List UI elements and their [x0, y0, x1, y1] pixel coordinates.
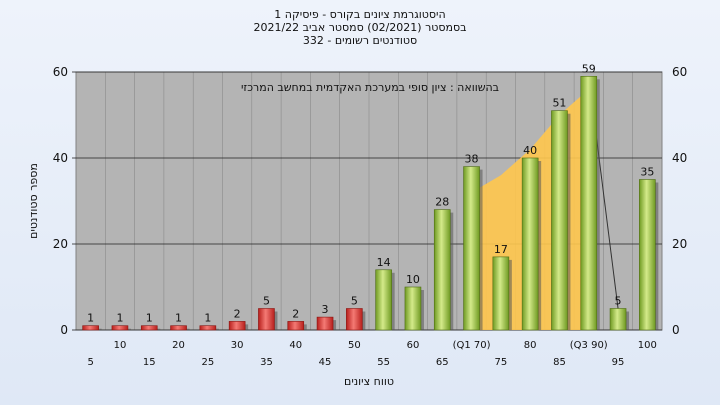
x-category-label: 25 — [201, 357, 214, 368]
chart-title: היסטוגרמת ציונים בקורס - פיסיקה 1 — [274, 8, 446, 21]
bar-value-label: 3 — [322, 303, 329, 316]
x-category-label: 50 — [348, 340, 361, 351]
bar-value-label: 5 — [615, 295, 622, 308]
bar — [404, 286, 422, 331]
x-category-label: 100 — [638, 340, 657, 351]
x-category-label: 45 — [319, 357, 332, 368]
x-category-label: 75 — [494, 357, 507, 368]
bar-value-label: 38 — [465, 153, 479, 166]
bar-value-label: 35 — [640, 166, 654, 179]
bar — [609, 308, 627, 331]
x-category-label: 10 — [114, 340, 127, 351]
bar — [463, 166, 480, 331]
x-category-label: 35 — [260, 357, 273, 368]
bar-value-label: 51 — [552, 97, 566, 110]
grid-lines — [75, 71, 663, 331]
chart-subtitle-students: סטודנטים רשומים - 332 — [302, 34, 418, 47]
bar-value-label: 10 — [406, 273, 420, 286]
bar — [433, 209, 451, 331]
bar — [521, 157, 539, 331]
bar — [492, 256, 510, 331]
bar — [580, 76, 598, 331]
y-tick-label-left: 40 — [53, 151, 68, 165]
bar — [170, 325, 187, 331]
x-axis-title: טווח ציונים — [344, 375, 394, 388]
x-category-label: 65 — [436, 357, 449, 368]
bar-value-label: 2 — [292, 307, 299, 320]
bar-value-label: 17 — [494, 243, 508, 256]
x-category-label: 60 — [407, 340, 420, 351]
bar — [316, 316, 334, 331]
bar — [82, 325, 99, 331]
bar-value-label: 5 — [263, 295, 270, 308]
x-category-label: 15 — [143, 357, 156, 368]
y-tick-label-left: 60 — [53, 65, 68, 79]
y-tick-label-left: 0 — [60, 323, 68, 337]
x-category-label: 85 — [553, 357, 566, 368]
x-category-label: 40 — [289, 340, 302, 351]
bar-value-label: 1 — [175, 312, 182, 325]
bar — [228, 321, 246, 331]
chart-title-block: היסטוגרמת ציונים בקורס - פיסיקה 1 בסמסטר… — [0, 8, 720, 47]
y-tick-label-right: 20 — [672, 237, 687, 251]
x-category-label: 55 — [377, 357, 390, 368]
x-category-label: 80 — [524, 340, 537, 351]
bar-value-label: 14 — [377, 256, 391, 269]
bar — [140, 325, 158, 331]
bars — [82, 76, 659, 331]
bar-value-label: 1 — [146, 312, 153, 325]
bar-value-label: 1 — [87, 312, 94, 325]
x-category-label: 95 — [612, 357, 625, 368]
x-category-label: (Q1 70) — [453, 340, 491, 351]
y-tick-label-right: 0 — [672, 323, 680, 337]
bar — [258, 308, 275, 331]
bar — [639, 179, 656, 331]
bar — [287, 321, 305, 331]
bar-value-label: 1 — [116, 312, 123, 325]
bar — [199, 325, 217, 331]
bar-value-label: 2 — [234, 307, 241, 320]
y-axis-title: מספר סטודנטים — [27, 163, 40, 239]
bar-value-label: 59 — [582, 62, 596, 75]
x-category-label: 30 — [231, 340, 244, 351]
bar-value-label: 5 — [351, 295, 358, 308]
x-category-label: 5 — [87, 357, 93, 368]
y-tick-label-left: 20 — [53, 237, 68, 251]
comparison-note: בהשוואה : ציון סופי במערכת האקדמית במחשב… — [241, 81, 499, 94]
y-tick-label-right: 60 — [672, 65, 687, 79]
bar — [551, 110, 568, 331]
chart-subtitle-semester: בסמסטר (02/2021) סמסטר אביב 2021/22 — [253, 21, 467, 34]
x-category-label: (Q3 90) — [570, 340, 608, 351]
bar — [111, 325, 129, 331]
x-category-label: 20 — [172, 340, 185, 351]
bar — [346, 308, 363, 331]
bar — [375, 269, 392, 331]
bar-value-label: 1 — [204, 312, 211, 325]
y-tick-label-right: 40 — [672, 151, 687, 165]
bar-value-label: 40 — [523, 144, 537, 157]
bar-value-label: 28 — [435, 196, 449, 209]
